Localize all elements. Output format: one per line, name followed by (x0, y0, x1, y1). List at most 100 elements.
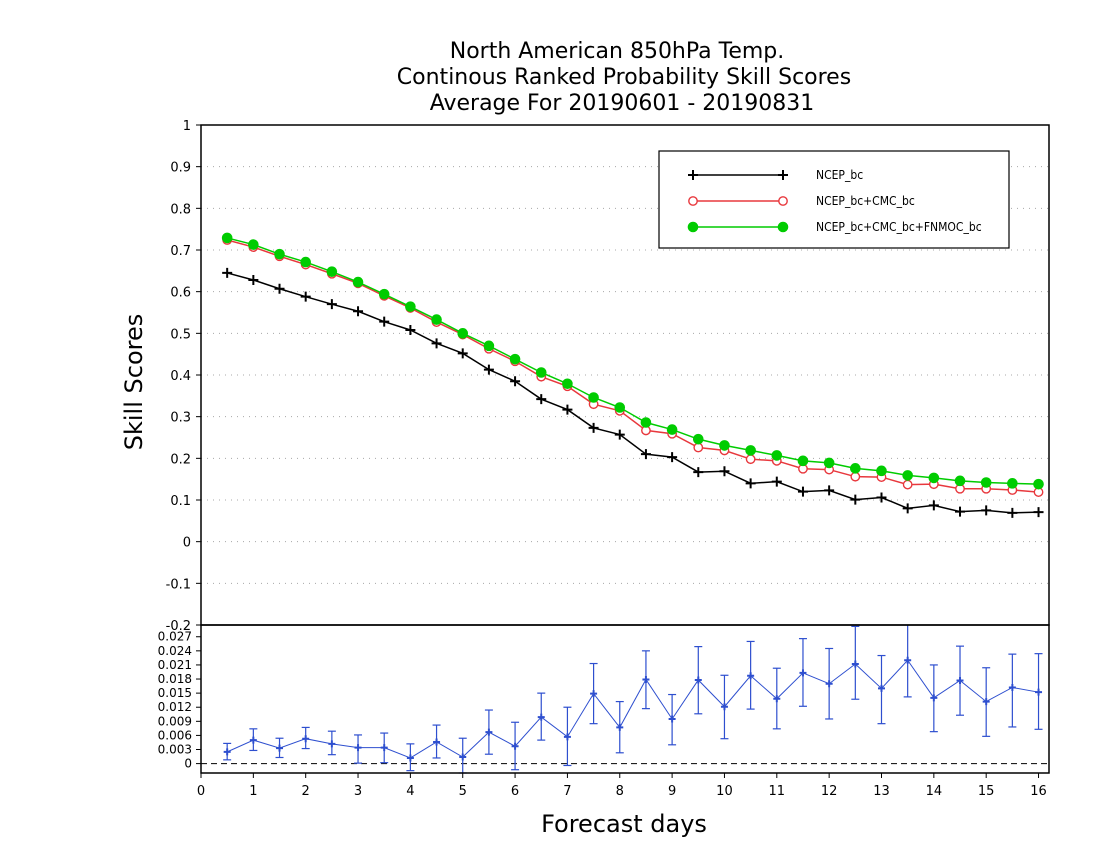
difference-point (904, 656, 912, 664)
x-axis-title: Forecast days (541, 810, 707, 838)
legend-items: NCEP_bc NCEP_bc+CMC_bc NCEP_bc+CMC_bc+FNMO… (687, 168, 982, 234)
difference-point (328, 740, 336, 748)
ncep-bc-point (640, 449, 651, 460)
ncep-cmc-fnmoc-point (692, 433, 704, 445)
ncep-bc-point (274, 283, 285, 294)
ncep-cmc-fnmoc-point (588, 392, 599, 403)
difference-line (226, 659, 1039, 759)
ncep-bc-point (248, 275, 259, 285)
difference-point (563, 733, 571, 741)
bottom-y-axis: 00.0030.0060.0090.0120.0150.0180.0210.02… (158, 630, 201, 771)
x-tick-label: 0 (197, 784, 205, 799)
ncep-cmc-fnmoc-point (300, 256, 311, 268)
legend-label: NCEP_bc+CMC_bc (816, 194, 915, 208)
ncep-bc-point (379, 316, 390, 327)
top-y-tick-label: -0.2 (166, 619, 191, 634)
ncep-cmc-fnmoc-point (745, 445, 756, 456)
difference-point (302, 735, 310, 743)
legend-box (658, 150, 1010, 249)
x-tick-label: 5 (459, 784, 467, 799)
chart-title-line-1: North American 850hPa Temp. (450, 39, 785, 64)
ncep-cmc-fnmoc-point (535, 367, 547, 378)
top-y-tick-label: 0.6 (170, 286, 191, 301)
ncep-cmc-fnmoc-point (326, 266, 338, 277)
bottom-y-tick-label: 0.027 (158, 630, 192, 644)
ncep-bc-point (300, 291, 311, 302)
ncep-bc-point (431, 338, 442, 349)
ncep-cmc-fnmoc-point (431, 314, 442, 325)
ncep-cmc-point (745, 454, 756, 465)
difference-point (851, 660, 859, 668)
x-tick-label: 2 (302, 784, 310, 799)
bottom-y-tick-label: 0.018 (158, 672, 192, 686)
bottom-y-tick-label: 0 (184, 757, 192, 771)
legend-marker (778, 196, 788, 206)
ncep-bc-point (326, 299, 337, 310)
ncep-bc-point (405, 325, 416, 335)
top-y-tick-label: 0 (183, 536, 191, 551)
ncep-bc-point (771, 476, 782, 487)
top-y-tick-label: 0.4 (170, 369, 191, 384)
y-axis-title: Skill Scores (120, 314, 148, 451)
difference-point (590, 690, 598, 698)
x-tick-label: 6 (511, 784, 519, 799)
difference-point (511, 742, 519, 750)
difference-point (930, 694, 938, 702)
difference-point (773, 695, 781, 703)
ncep-cmc-fnmoc-point (902, 470, 913, 481)
x-tick-label: 16 (1030, 784, 1047, 799)
ncep-bc-point (955, 506, 966, 517)
x-tick-label: 13 (873, 784, 890, 799)
ncep-bc-point (981, 505, 992, 516)
ncep-bc-point (353, 306, 364, 317)
ncep-cmc-fnmoc-point (483, 340, 495, 352)
ncep-cmc-fnmoc-point (823, 457, 835, 469)
top-y-tick-label: 0.2 (170, 452, 191, 467)
ncep-cmc-fnmoc-point (405, 301, 416, 312)
bottom-y-tick-label: 0.015 (158, 686, 192, 700)
ncep-cmc-fnmoc-point (954, 475, 966, 487)
difference-point (694, 676, 702, 684)
ncep-cmc-fnmoc-point (457, 328, 469, 339)
ncep-cmc-fnmoc-point (614, 402, 626, 413)
difference-point (406, 754, 414, 762)
difference-point (433, 738, 441, 746)
difference-point (616, 723, 624, 731)
ncep-cmc-fnmoc-point (352, 276, 364, 288)
legend: NCEP_bc NCEP_bc+CMC_bc NCEP_bc+CMC_bc+FNMO… (658, 150, 1010, 249)
top-y-tick-label: 1 (183, 119, 191, 134)
x-tick-label: 10 (716, 784, 733, 799)
ncep-bc-point (693, 467, 704, 478)
difference-point (668, 715, 676, 723)
ncep-bc-point (902, 503, 913, 514)
ncep-cmc-point (850, 471, 861, 482)
difference-point (799, 669, 807, 677)
legend-label: NCEP_bc+CMC_bc+FNMOC_bc (816, 220, 982, 234)
ncep-bc-point (588, 422, 599, 433)
ncep-cmc-point (693, 442, 704, 453)
ncep-bc-point (745, 478, 756, 489)
ncep-cmc-fnmoc-point (562, 378, 573, 390)
ncep-bc-point (667, 452, 678, 463)
difference-point (354, 744, 362, 752)
top-series (221, 232, 1044, 518)
ncep-bc-point (850, 494, 861, 505)
difference-point (380, 744, 388, 752)
legend-marker (687, 221, 699, 233)
ncep-bc-point (614, 429, 625, 440)
ncep-cmc-fnmoc-point (980, 477, 992, 488)
top-y-tick-label: 0.8 (170, 202, 191, 217)
ncep-cmc-fnmoc-point (719, 440, 730, 451)
ncep-cmc-fnmoc-point (509, 353, 521, 365)
difference-point (982, 698, 990, 706)
ncep-bc-point (824, 485, 835, 496)
ncep-cmc-fnmoc-point (1007, 478, 1018, 489)
ncep-bc-point (483, 364, 494, 375)
ncep-bc-point (510, 376, 521, 387)
difference-point (720, 703, 728, 711)
ncep-cmc-point (902, 479, 913, 490)
difference-point (956, 676, 964, 684)
ncep-bc-point (719, 466, 730, 477)
ncep-bc-point (1033, 507, 1044, 518)
